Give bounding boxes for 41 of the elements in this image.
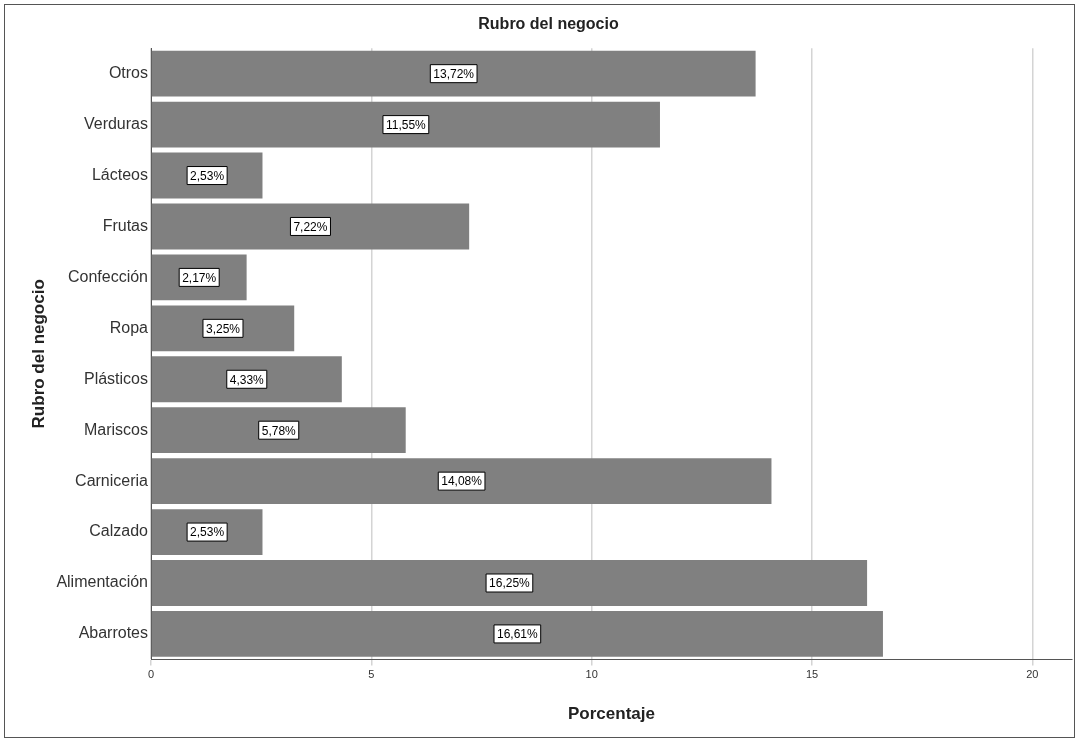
y-tick-label: Verduras [83, 115, 148, 133]
y-tick-label: Alimentación [56, 573, 148, 591]
y-tick-label: Plásticos [83, 369, 148, 387]
data-label: 7,22% [293, 219, 328, 234]
x-tick-label: 10 [585, 668, 598, 681]
x-tick-label: 5 [368, 668, 375, 681]
data-label: 2,17% [182, 270, 217, 285]
y-tick-label: Frutas [102, 216, 148, 234]
data-label: 3,25% [205, 321, 241, 336]
chart-title: Rubro del negocio [478, 15, 619, 33]
bar [151, 356, 342, 403]
data-label: 4,33% [229, 372, 265, 387]
y-tick-label: Lácteos [91, 165, 148, 183]
bar [151, 101, 660, 148]
bar [151, 611, 883, 657]
y-tick-label: Abarrotes [78, 624, 148, 642]
data-label: 16,25% [489, 576, 531, 591]
y-tick-label: Confección [67, 267, 148, 285]
bar [151, 203, 470, 250]
bar [151, 458, 772, 505]
data-label: 5,78% [261, 423, 297, 438]
y-tick-label: Carniceria [75, 471, 149, 489]
bar [151, 560, 868, 606]
x-axis-title: Porcentaje [568, 704, 655, 724]
bar [151, 407, 406, 454]
data-label: 13,72% [433, 66, 475, 81]
x-tick-label: 20 [1026, 668, 1039, 681]
y-axis-title: Rubro del negocio [28, 279, 48, 429]
bar [151, 50, 756, 97]
x-tick-label: 15 [805, 668, 819, 681]
bar [151, 305, 295, 352]
data-label: 2,53% [190, 168, 225, 183]
y-tick-label: Ropa [109, 318, 149, 336]
y-tick-label: Mariscos [83, 420, 148, 438]
data-label: 14,08% [441, 474, 483, 489]
data-label: 11,55% [385, 117, 427, 132]
data-label: 16,61% [497, 627, 539, 642]
x-tick-label: 0 [147, 668, 155, 681]
y-tick-label: Otros [108, 64, 148, 82]
data-label: 2,53% [190, 525, 225, 540]
y-tick-label: Calzado [89, 522, 149, 540]
